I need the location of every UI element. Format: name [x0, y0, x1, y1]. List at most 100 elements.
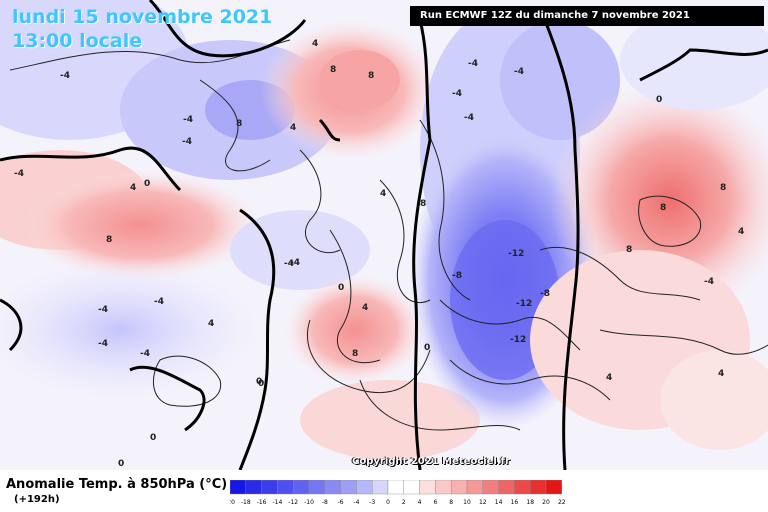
coastlines	[9, 39, 768, 431]
scale-swatch	[482, 480, 499, 495]
contour-label: -4	[452, 89, 462, 99]
contour-label: 4	[290, 123, 296, 133]
scale-swatch	[340, 480, 357, 495]
contour-label: -4	[98, 305, 108, 315]
variable-label: Anomalie Temp. à 850hPa (°C)	[6, 477, 228, 492]
scale-swatch	[371, 480, 389, 495]
scale-tick-label: 18	[526, 499, 534, 506]
scale-tick-label: 0	[386, 499, 390, 506]
anomaly-field	[0, 0, 768, 460]
scale-swatch	[387, 480, 405, 495]
scale-tick-label: -4	[353, 499, 359, 506]
contour-label: 0	[258, 379, 264, 389]
contour-label: -4	[290, 258, 300, 268]
lead-time-label: (+192h)	[14, 494, 60, 505]
forecast-local-time: 13:00 locale	[12, 30, 143, 52]
scale-tick-label: -18	[241, 499, 251, 506]
scale-swatch	[324, 480, 341, 495]
scale-tick-label: -20	[230, 499, 235, 506]
contour-label: 8	[660, 203, 666, 213]
copyright-notice: Copyright 2021 Meteociel.fr	[352, 456, 510, 467]
contour-label: 4	[362, 303, 368, 313]
contour-label: -4	[284, 259, 294, 269]
contour-label: -4	[98, 339, 108, 349]
model-run-info: Run ECMWF 12Z du dimanche 7 novembre 202…	[410, 6, 764, 26]
scale-swatch	[530, 480, 547, 495]
contour-label: 8	[352, 349, 358, 359]
contour-label: 8	[720, 183, 726, 193]
contour-label: -4	[704, 277, 714, 287]
contour-label: 8	[368, 71, 374, 81]
contour-label: 0	[424, 343, 430, 353]
scale-swatch	[308, 480, 326, 495]
scale-swatch	[356, 480, 373, 495]
contour-labels: -4 -4 4 8 8 8 4 -4 4 -4 -4 -4 -4 -4 -4 -…	[14, 39, 744, 469]
scale-swatch	[230, 480, 247, 495]
contour-label: 8	[236, 119, 242, 129]
scale-swatch	[277, 480, 294, 495]
contour-label: 8	[106, 235, 112, 245]
contour-label: -4	[182, 137, 192, 147]
contour-label: 4	[606, 373, 612, 383]
contour-label: -12	[508, 249, 524, 259]
contour-label: -4	[514, 67, 524, 77]
scale-swatch	[435, 480, 452, 495]
contour-label: 4	[130, 183, 136, 193]
scale-swatch	[450, 480, 468, 495]
scale-tick-label: 12	[479, 499, 487, 506]
scale-swatch	[545, 480, 563, 495]
contour-label: 8	[626, 245, 632, 255]
scale-tick-label: 20	[542, 499, 550, 506]
scale-swatch	[466, 480, 484, 495]
contour-label: -4	[154, 297, 164, 307]
contour-label: -4	[60, 71, 70, 81]
contour-label: 0	[144, 179, 150, 189]
scale-swatch	[245, 480, 262, 495]
scale-tick-label: 22	[558, 499, 566, 506]
contour-label: -12	[516, 299, 532, 309]
contour-label: -8	[452, 271, 462, 281]
scale-tick-label: 4	[418, 499, 422, 506]
contour-label: -4	[140, 349, 150, 359]
contour-label: -4	[464, 113, 474, 123]
contour-label: -4	[14, 169, 24, 179]
contour-label: 0	[338, 283, 344, 293]
scale-swatch	[403, 480, 420, 495]
contour-label: 0	[656, 95, 662, 105]
contour-label: 4	[312, 39, 318, 49]
scale-tick-label: 10	[463, 499, 471, 506]
contour-label: 8	[330, 65, 336, 75]
scale-tick-label: 16	[511, 499, 519, 506]
scale-swatch	[419, 480, 436, 495]
zero-contours	[0, 0, 768, 470]
scale-tick-label: -16	[257, 499, 267, 506]
forecast-date-title: lundi 15 novembre 2021	[12, 6, 273, 28]
contour-label: 0	[256, 377, 262, 387]
scale-tick-label: -8	[322, 499, 328, 506]
contour-label: 4	[208, 319, 214, 329]
scale-swatch	[498, 480, 515, 495]
scale-tick-label: 8	[449, 499, 453, 506]
contour-label: -4	[183, 115, 193, 125]
scale-tick-label: -10	[304, 499, 314, 506]
temperature-anomaly-map: -4 -4 4 8 8 8 4 -4 4 -4 -4 -4 -4 -4 -4 -…	[0, 0, 768, 470]
contour-label: 8	[420, 199, 426, 209]
scale-tick-label: 2	[402, 499, 406, 506]
color-scale: -20 -18 -16 -14 -12 -10 -8 -6 -4 -3 0 2 4 6 8 10 12 14 16 1…	[230, 480, 566, 506]
contour-label: 0	[150, 433, 156, 443]
scale-tick-label: -3	[369, 499, 375, 506]
scale-swatch	[293, 480, 310, 495]
scale-tick-label: -6	[338, 499, 344, 506]
scale-swatch	[261, 480, 278, 495]
scale-swatch	[514, 480, 531, 495]
contour-label: 4	[738, 227, 744, 237]
scale-tick-label: -12	[288, 499, 298, 506]
contour-label: 4	[718, 369, 724, 379]
contour-label: -12	[510, 335, 526, 345]
scale-tick-label: 14	[495, 499, 503, 506]
contour-label: -8	[540, 289, 550, 299]
scale-tick-label: 6	[433, 499, 437, 506]
contour-label: 4	[380, 189, 386, 199]
scale-tick-label: -14	[272, 499, 282, 506]
contour-label: 0	[118, 459, 124, 469]
